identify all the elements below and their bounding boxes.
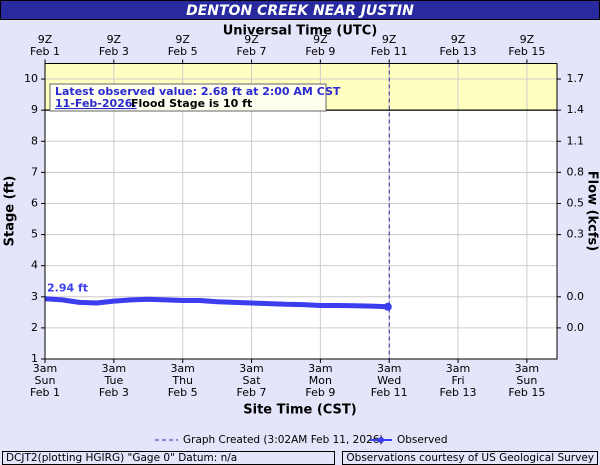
footer-right: Observations courtesy of US Geological S… [346, 452, 594, 464]
x-axis-title: Site Time (CST) [243, 403, 356, 418]
y2-tick-label: 1.4 [567, 103, 585, 116]
series-line [44, 296, 388, 310]
legend-created: Graph Created (3:02AM Feb 11, 2026) [183, 434, 383, 446]
y2-tick-label: 0.5 [567, 196, 585, 209]
annotation-date: 11-Feb-2026. [55, 97, 137, 110]
x-tick-label: 3am [446, 362, 470, 375]
annotation-flood: Flood Stage is 10 ft [131, 97, 252, 110]
x-tick-label: Wed [377, 374, 401, 387]
x-tick-label: 3am [308, 362, 332, 375]
top-x-tick-label: Feb 3 [99, 45, 129, 58]
top-x-tick-label: 9Z [520, 33, 535, 46]
x-tick-label: Sun [516, 374, 537, 387]
x-tick-label: Thu [171, 374, 193, 387]
x-tick-label: Feb 9 [305, 386, 335, 399]
y-tick-label: 7 [31, 165, 38, 178]
annotation-box [49, 83, 327, 112]
y-tick-label: 9 [31, 103, 38, 116]
y-tick-label: 4 [31, 259, 38, 272]
y-tick-label: 10 [24, 72, 38, 85]
y2-axis-title: Flow (kcfs) [585, 171, 600, 251]
value-label: 2.94 ft [47, 282, 88, 295]
x-tick-label: 3am [239, 362, 263, 375]
top-x-tick-label: 9Z [451, 33, 466, 46]
x-tick-label: Feb 3 [99, 386, 129, 399]
plot-frame [44, 63, 558, 360]
y-tick-label: 1 [31, 352, 38, 365]
y2-tick-label: 0.0 [567, 290, 585, 303]
x-tick-label: Feb 7 [237, 386, 267, 399]
top-x-tick-label: 9Z [38, 33, 53, 46]
x-tick-label: 3am [33, 362, 57, 375]
x-tick-label: 3am [170, 362, 194, 375]
y2-tick-label: 0.8 [567, 165, 585, 178]
y2-tick-label: 0.3 [567, 228, 585, 241]
top-x-tick-label: Feb 13 [440, 45, 477, 58]
x-tick-label: Fri [451, 374, 464, 387]
x-tick-label: Feb 11 [371, 386, 408, 399]
x-tick-label: 3am [377, 362, 401, 375]
top-x-tick-label: 9Z [382, 33, 397, 46]
top-x-tick-label: Feb 15 [508, 45, 545, 58]
x-tick-label: Tue [103, 374, 123, 387]
x-tick-label: Feb 15 [508, 386, 545, 399]
y-tick-label: 5 [31, 228, 38, 241]
x-tick-label: Mon [309, 374, 332, 387]
legend-label: Observed [397, 434, 448, 446]
legend-swatch-dot [378, 437, 384, 443]
x-tick-label: 3am [102, 362, 126, 375]
y-tick-label: 6 [31, 196, 38, 209]
y-tick-label: 8 [31, 134, 38, 147]
y2-tick-label: 1.7 [567, 72, 585, 85]
y-tick-label: 2 [31, 321, 38, 334]
top-x-tick-label: Feb 11 [371, 45, 408, 58]
plot-area [45, 63, 557, 359]
y2-tick-label: 0.0 [567, 321, 585, 334]
y-tick-label: 3 [31, 290, 38, 303]
x-tick-label: Sun [35, 374, 56, 387]
x-tick-label: Feb 1 [30, 386, 60, 399]
y-axis-title: Stage (ft) [3, 176, 18, 247]
x-tick-label: Feb 13 [440, 386, 477, 399]
top-x-tick-label: Feb 7 [237, 45, 267, 58]
chart-title: DENTON CREEK NEAR JUSTIN [186, 3, 414, 19]
annotation-line: Latest observed value: 2.68 ft at 2:00 A… [55, 85, 341, 98]
top-x-tick-label: 9Z [244, 33, 259, 46]
footer-left: DCJT2(plotting HGIRG) "Gage 0" Datum: n/… [6, 452, 237, 464]
top-axis-title: Universal Time (UTC) [223, 24, 378, 39]
x-tick-label: 3am [515, 362, 539, 375]
top-x-tick-label: Feb 9 [305, 45, 335, 58]
top-x-tick-label: 9Z [313, 33, 328, 46]
top-x-tick-label: 9Z [107, 33, 122, 46]
top-x-tick-label: 9Z [175, 33, 190, 46]
top-x-tick-label: Feb 1 [30, 45, 60, 58]
y2-tick-label: 1.1 [567, 134, 585, 147]
latest-point [383, 302, 392, 311]
x-tick-label: Sat [242, 374, 261, 387]
top-x-tick-label: Feb 5 [168, 45, 198, 58]
x-tick-label: Feb 5 [168, 386, 198, 399]
